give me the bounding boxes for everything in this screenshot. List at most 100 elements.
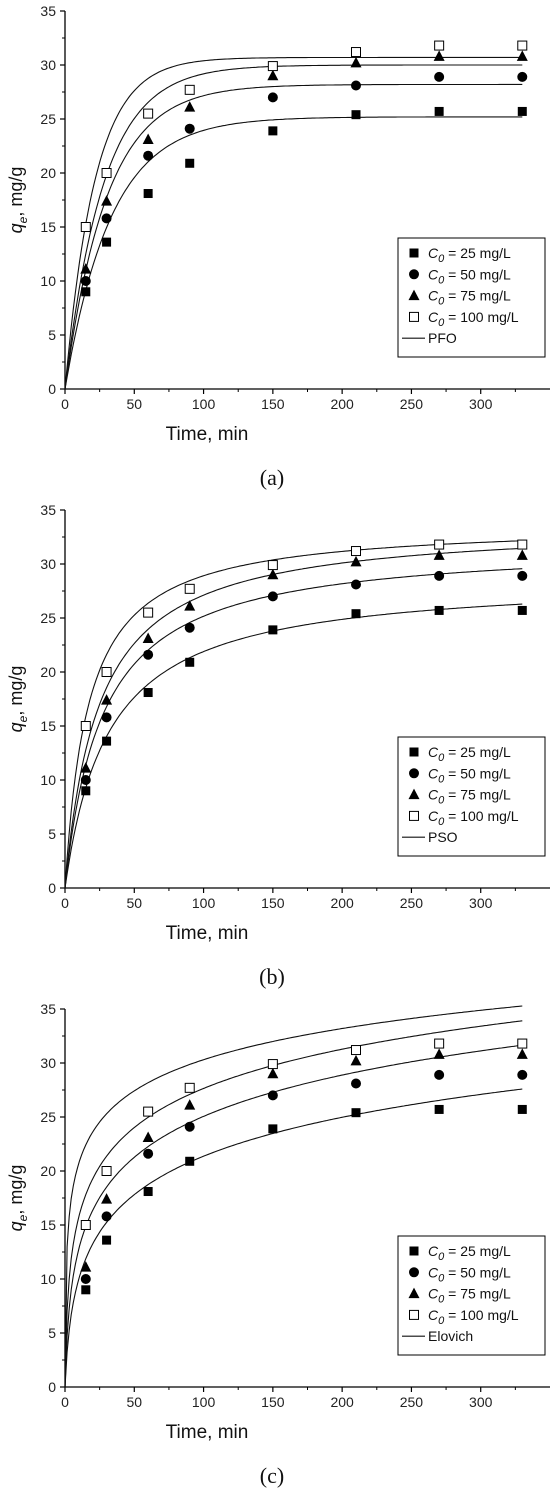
fit-curve-series-1 [64,603,523,889]
legend-marker [408,1287,420,1299]
x-tick-label: 150 [261,895,285,911]
y-tick-label: 0 [48,381,56,397]
y-tick-label: 5 [48,327,56,343]
y-tick-label: 30 [40,1055,56,1071]
legend-label: C0 = 100 mg/L [428,808,519,828]
legend-marker [409,1309,419,1320]
series-4 [80,40,528,232]
data-point [101,1193,113,1204]
legend-box [397,1235,546,1356]
data-point [80,1274,91,1284]
y-tick-label: 15 [40,718,56,734]
legend-fit-label: PFO [428,330,457,346]
panel-label: (b) [259,964,285,989]
data-point [268,126,278,136]
data-point [351,80,361,91]
x-tick-label: 100 [192,1394,216,1410]
data-point [101,1166,112,1176]
data-point [268,1124,278,1134]
data-point [517,539,528,550]
data-point [267,568,279,580]
legend-label: C0 = 75 mg/L [428,288,511,308]
data-point [80,222,91,232]
data-point [142,133,154,145]
legend-label: C0 = 75 mg/L [428,1286,511,1306]
x-tick-label: 50 [126,895,142,911]
x-tick-label: 300 [469,396,493,412]
x-tick-label: 0 [61,1394,69,1410]
data-point [142,1131,154,1143]
fit-curve-series-4 [64,56,523,390]
x-axis-title: Time, min [166,923,249,944]
legend-label: C0 = 100 mg/L [428,1307,519,1327]
data-point [434,570,445,581]
data-point [143,649,154,660]
legend-box [397,736,546,857]
y-tick-label: 10 [40,273,56,289]
y-tick-label: 25 [40,111,56,127]
legend: C0 = 25 mg/LC0 = 50 mg/LC0 = 75 mg/LC0 =… [397,736,546,857]
data-point [101,213,112,224]
data-point [102,736,112,746]
data-point [350,56,362,68]
y-axis-title: qe, mg/g [6,666,30,733]
fit-curve-series-3 [64,547,523,889]
data-point [184,1099,196,1110]
data-point [80,762,92,773]
x-tick-label: 50 [126,1394,142,1410]
legend-label: C0 = 25 mg/L [428,1243,511,1263]
data-point [351,609,361,619]
legend-marker [409,1267,419,1278]
legend-fit-label: Elovich [428,1328,473,1344]
x-tick-label: 250 [400,895,424,911]
data-point [267,1059,278,1070]
data-point [517,570,528,581]
data-point [143,189,153,199]
data-point [433,549,445,560]
data-point [184,622,195,633]
x-tick-label: 200 [330,396,354,412]
data-point [102,1235,112,1245]
x-tick-label: 50 [126,396,142,412]
data-point [267,61,278,72]
data-point [143,150,154,161]
y-tick-label: 15 [40,219,56,235]
data-point [351,110,361,120]
data-point [142,632,154,644]
legend-label: C0 = 25 mg/L [428,744,511,764]
data-point [517,1038,528,1049]
chart-panel-1: 0 5 10 15 20 25 30 35 0 50 100 150 200 250 300 Time, mi… [6,3,550,490]
fit-curve-series-4 [64,540,523,889]
y-tick-label: 0 [48,880,56,896]
data-point [81,786,91,796]
y-tick-label: 35 [40,502,56,518]
data-point [351,1045,361,1056]
y-axis-title: qe, mg/g [6,1165,30,1232]
data-point [517,605,527,615]
data-point [516,1048,528,1059]
data-point [81,287,91,297]
data-point [434,1038,445,1049]
series-1 [81,106,527,297]
data-point [81,1285,91,1295]
x-tick-label: 100 [192,396,216,412]
data-point [143,1187,153,1197]
data-point [185,1156,195,1166]
data-point [517,1104,527,1114]
fit-curves [64,56,523,390]
data-point [184,123,195,134]
fit-curves [64,540,523,889]
data-point [80,263,92,274]
data-point [351,579,361,590]
legend-marker [408,788,420,800]
x-tick-label: 200 [330,1394,354,1410]
y-tick-label: 15 [40,1217,56,1233]
data-point [184,600,196,611]
data-point [80,1261,92,1272]
fit-curve-series-1 [64,1088,523,1388]
chart-panel-2: 0 5 10 15 20 25 30 35 0 50 100 150 200 250 300 Time, mi… [6,502,550,989]
x-tick-label: 200 [330,895,354,911]
data-point [267,69,279,81]
data-point [433,1048,445,1059]
